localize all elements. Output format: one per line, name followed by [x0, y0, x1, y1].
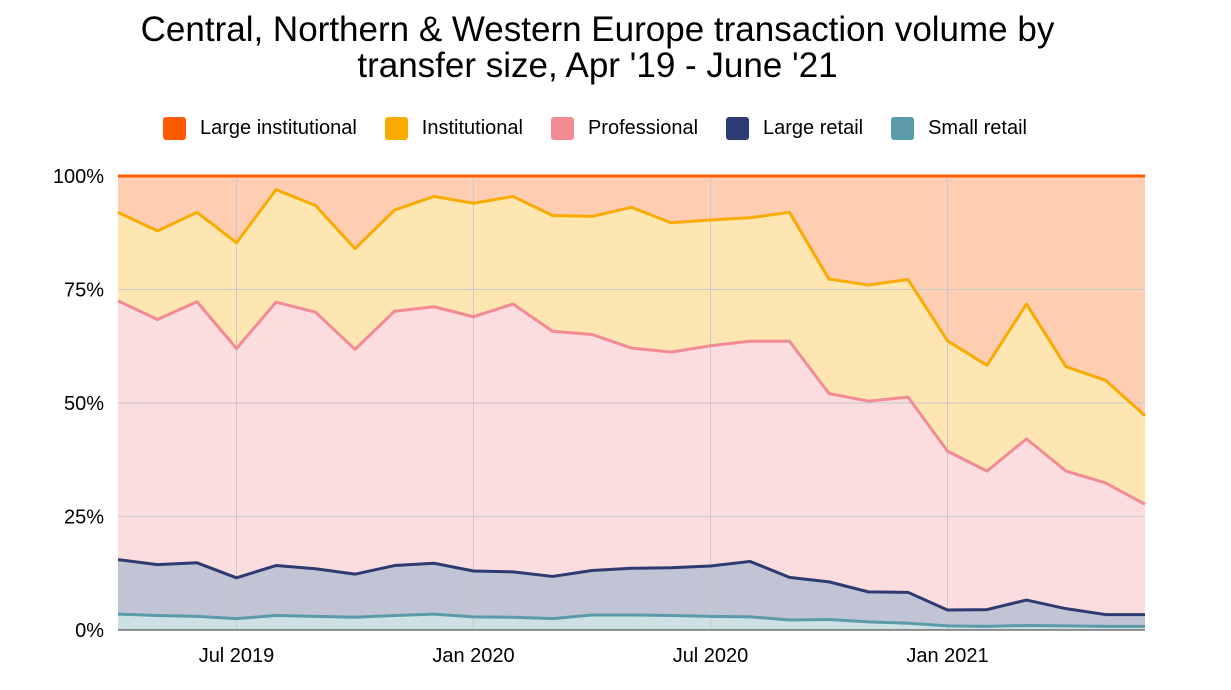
- chart-title-line1: Central, Northern & Western Europe trans…: [140, 10, 1055, 49]
- x-tick-label: Jan 2020: [432, 645, 514, 667]
- legend-swatch: [891, 116, 915, 140]
- y-tick-label: 25%: [64, 507, 104, 529]
- legend-label: Small retail: [928, 116, 1027, 139]
- legend-item-large-institutional: Large institutional: [163, 116, 357, 140]
- line-small-retail: [117, 612, 1145, 628]
- y-tick-label: 75%: [64, 280, 104, 302]
- line-professional: [117, 299, 1146, 506]
- x-tick-label: Jan 2021: [906, 645, 988, 667]
- y-tick-label: 0%: [75, 620, 104, 642]
- legend-label: Large institutional: [200, 116, 357, 139]
- legend-swatch: [550, 116, 574, 140]
- chart-legend: Large institutional Institutional Professi…: [0, 113, 1190, 143]
- line-large-retail: [117, 558, 1145, 617]
- legend-swatch: [384, 116, 408, 140]
- legend-label: Large retail: [763, 116, 864, 139]
- x-tick-label: Jul 2020: [673, 645, 749, 667]
- x-tick-label: Jul 2019: [199, 645, 275, 667]
- legend-item-institutional: Institutional: [384, 116, 523, 140]
- area-professional: [118, 300, 1145, 615]
- chart-title-line2: transfer size, Apr '19 - June '21: [357, 46, 838, 85]
- legend-swatch: [163, 116, 186, 140]
- area-large-retail: [118, 559, 1145, 627]
- y-tick-label: 100%: [53, 166, 104, 188]
- legend-label: Institutional: [421, 116, 523, 139]
- legend-item-large-retail: Large retail: [726, 116, 864, 140]
- y-tick-label: 50%: [64, 393, 104, 415]
- line-institutional: [117, 188, 1147, 417]
- legend-swatch: [726, 116, 750, 140]
- legend-item-professional: Professional: [550, 116, 699, 140]
- area-small-retail: [118, 614, 1145, 630]
- legend-item-small-retail: Small retail: [891, 116, 1027, 140]
- area-large-institutional: [118, 176, 1145, 416]
- chart-title: Central, Northern & Western Europe trans…: [0, 12, 1195, 84]
- legend-label: Professional: [587, 116, 699, 139]
